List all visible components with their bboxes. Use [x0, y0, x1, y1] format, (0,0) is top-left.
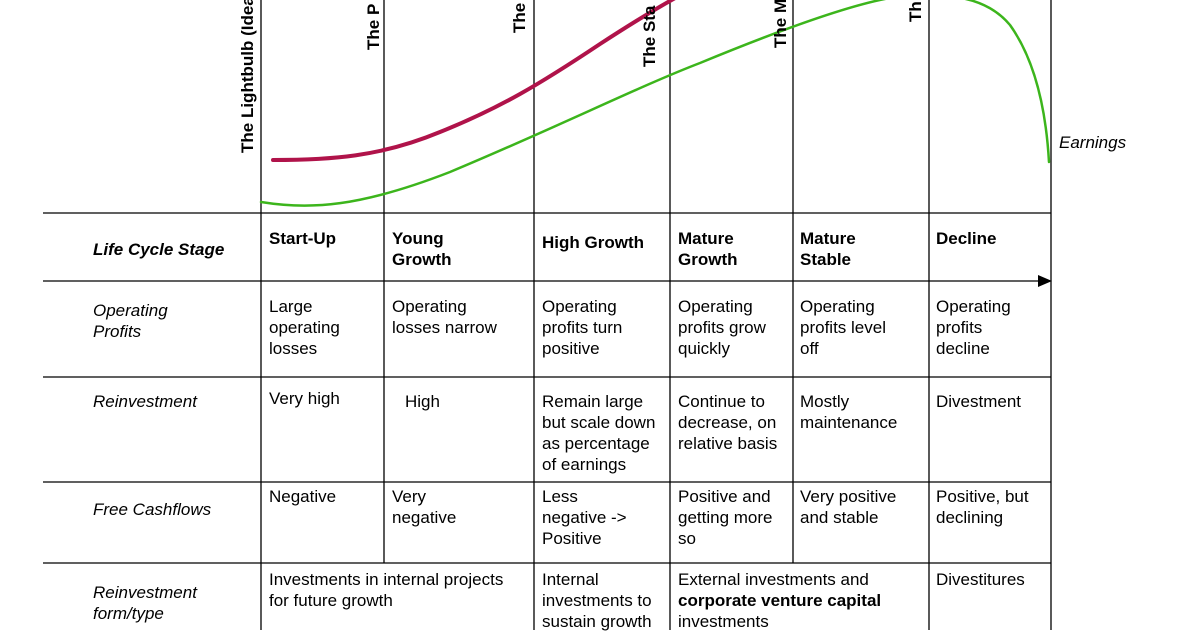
header-young-growth: Young Growth — [392, 229, 452, 269]
operating-young-growth: Operating losses narrow — [392, 297, 497, 337]
operating-high-growth: Operating profits turn positive — [542, 297, 623, 358]
header-mature-stable: Mature Stable — [800, 229, 856, 269]
reinvestment-mature-growth: Continue to decrease, on relative basis — [678, 392, 778, 453]
stage-labels: The Lightbulb (Idea) The P The The Sta T… — [238, 0, 925, 153]
operating-mature-stable: Operating profits level off — [800, 297, 886, 358]
stage-label-lightbulb: The Lightbulb (Idea) — [238, 0, 257, 153]
cashflows-startup: Negative — [269, 487, 337, 506]
stage-dividers — [260, 0, 1052, 630]
revenue-curve — [271, 0, 676, 162]
operating-startup: Large operating losses — [269, 297, 340, 358]
header-startup: Start-Up — [269, 229, 337, 248]
header-high-growth: High Growth — [542, 233, 644, 252]
cashflows-mature-growth: Positive and getting more so — [678, 487, 773, 548]
form-mature-line3: investments — [678, 612, 769, 631]
earnings-curve — [259, 0, 1051, 207]
form-mature-line1: External investments and — [678, 570, 869, 589]
reinvestment-startup: Very high — [269, 389, 340, 408]
stage-label-p: The P — [364, 4, 383, 50]
row-label-reinvestment: Reinvestment — [93, 392, 197, 411]
cashflows-young-growth: Very negative — [392, 487, 457, 527]
header-mature-growth: Mature Growth — [678, 229, 738, 269]
reinvestment-mature-stable: Mostly maintenance — [800, 392, 898, 432]
cashflows-high-growth: Less negative -> Positive — [542, 487, 627, 548]
cashflows-mature-stable: Very positive and stable — [800, 487, 897, 527]
stage-label-the: The — [510, 3, 529, 33]
stage-label-m: The M — [771, 0, 790, 48]
header-label: Life Cycle Stage — [93, 240, 225, 259]
reinvestment-decline: Divestment — [936, 392, 1022, 411]
timeline-arrowhead — [1038, 275, 1052, 287]
row-label-reinvestment-form: Reinvestment form/type — [93, 583, 197, 623]
operating-mature-growth: Operating profits grow quickly — [678, 297, 766, 358]
row-label-free-cashflows: Free Cashflows — [93, 500, 212, 519]
row-separators — [43, 212, 1051, 564]
header-decline: Decline — [936, 229, 997, 248]
form-decline: Divestitures — [936, 570, 1025, 589]
operating-decline: Operating profits decline — [936, 297, 1011, 358]
earnings-label: Earnings — [1059, 133, 1127, 152]
stage-label-sta: The Sta — [640, 5, 659, 67]
form-startup-young: Investments in internal projects for fut… — [269, 570, 504, 610]
form-high-growth: Internal investments to sustain growth — [542, 570, 652, 631]
cashflows-decline: Positive, but declining — [936, 487, 1029, 527]
form-mature-line2: corporate venture capital — [678, 591, 882, 610]
reinvestment-high-growth: Remain large but scale down as percentag… — [542, 392, 656, 474]
stage-label-th: Th — [906, 1, 925, 22]
row-label-operating-profits: Operating Profits — [93, 301, 168, 341]
reinvestment-young-growth: High — [405, 392, 440, 411]
